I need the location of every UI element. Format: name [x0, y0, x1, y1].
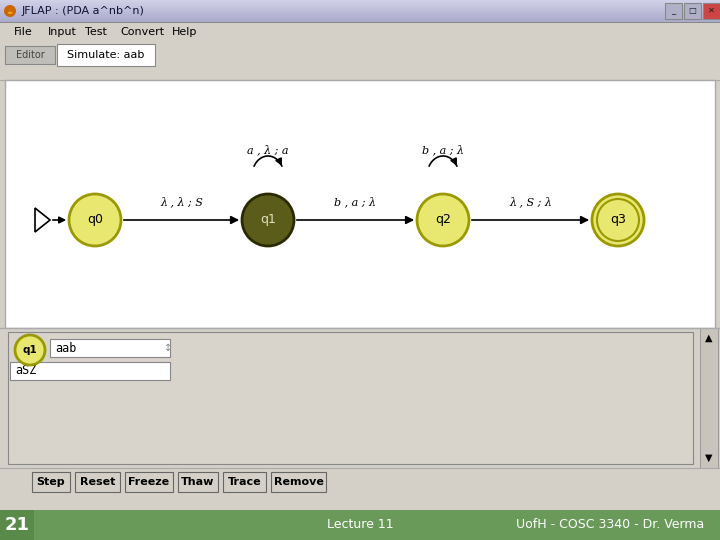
FancyBboxPatch shape [8, 332, 693, 464]
Text: Thaw: Thaw [181, 477, 215, 487]
FancyBboxPatch shape [32, 472, 70, 492]
FancyBboxPatch shape [5, 80, 715, 328]
Text: Remove: Remove [274, 477, 323, 487]
Circle shape [4, 5, 16, 17]
Text: Step: Step [37, 477, 66, 487]
Circle shape [417, 194, 469, 246]
FancyBboxPatch shape [5, 46, 55, 64]
Text: UofH - COSC 3340 - Dr. Verma: UofH - COSC 3340 - Dr. Verma [516, 518, 704, 531]
Text: b , a ; λ: b , a ; λ [335, 197, 377, 207]
FancyBboxPatch shape [665, 3, 682, 18]
Text: □: □ [688, 6, 696, 15]
Text: ↕: ↕ [164, 343, 172, 353]
Text: λ , S ; λ: λ , S ; λ [509, 197, 552, 207]
Text: Simulate: aab: Simulate: aab [67, 50, 145, 60]
FancyBboxPatch shape [0, 16, 720, 17]
FancyBboxPatch shape [75, 472, 120, 492]
FancyBboxPatch shape [0, 19, 720, 20]
FancyBboxPatch shape [0, 11, 720, 12]
FancyBboxPatch shape [0, 12, 720, 13]
FancyBboxPatch shape [0, 22, 720, 23]
FancyBboxPatch shape [0, 6, 720, 8]
FancyBboxPatch shape [271, 472, 326, 492]
Circle shape [69, 194, 121, 246]
Text: aab: aab [55, 341, 76, 354]
FancyBboxPatch shape [0, 510, 720, 540]
Text: aSZ: aSZ [15, 364, 37, 377]
FancyBboxPatch shape [0, 21, 720, 22]
FancyBboxPatch shape [0, 18, 720, 19]
Text: q1: q1 [260, 213, 276, 226]
Text: ☕: ☕ [7, 9, 13, 15]
Text: q1: q1 [22, 345, 37, 355]
FancyBboxPatch shape [683, 3, 701, 18]
Text: Test: Test [85, 27, 107, 37]
Text: Freeze: Freeze [128, 477, 170, 487]
FancyBboxPatch shape [700, 328, 718, 468]
FancyBboxPatch shape [0, 1, 720, 2]
FancyBboxPatch shape [0, 5, 720, 6]
FancyBboxPatch shape [0, 13, 720, 14]
FancyBboxPatch shape [0, 17, 720, 18]
FancyBboxPatch shape [0, 20, 720, 21]
FancyBboxPatch shape [0, 41, 720, 81]
FancyBboxPatch shape [125, 472, 173, 492]
Text: Convert: Convert [120, 27, 164, 37]
Text: Trace: Trace [228, 477, 261, 487]
Text: Input: Input [48, 27, 77, 37]
FancyBboxPatch shape [178, 472, 218, 492]
FancyBboxPatch shape [0, 10, 720, 11]
Text: Reset: Reset [80, 477, 115, 487]
FancyBboxPatch shape [0, 9, 720, 10]
FancyBboxPatch shape [0, 4, 720, 5]
Text: q2: q2 [435, 213, 451, 226]
Text: q0: q0 [87, 213, 103, 226]
Text: ▼: ▼ [706, 453, 713, 463]
Text: ✕: ✕ [708, 6, 714, 15]
Text: λ , λ ; S: λ , λ ; S [160, 197, 203, 207]
FancyBboxPatch shape [0, 23, 720, 41]
Text: Lecture 11: Lecture 11 [327, 518, 393, 531]
Circle shape [592, 194, 644, 246]
Text: JFLAP : (PDA a^nb^n): JFLAP : (PDA a^nb^n) [22, 6, 145, 16]
Circle shape [15, 335, 45, 365]
FancyBboxPatch shape [223, 472, 266, 492]
Text: File: File [14, 27, 32, 37]
Text: q3: q3 [610, 213, 626, 226]
Text: 21: 21 [4, 516, 30, 534]
FancyBboxPatch shape [703, 3, 719, 18]
FancyBboxPatch shape [0, 3, 720, 4]
Text: a , λ ; a: a , λ ; a [247, 145, 289, 156]
FancyBboxPatch shape [0, 8, 720, 9]
FancyBboxPatch shape [0, 14, 720, 16]
FancyBboxPatch shape [50, 339, 170, 357]
FancyBboxPatch shape [10, 362, 170, 380]
FancyBboxPatch shape [0, 328, 720, 468]
FancyBboxPatch shape [0, 0, 720, 1]
FancyBboxPatch shape [0, 2, 720, 3]
Text: Editor: Editor [16, 50, 45, 60]
Text: b , a ; λ: b , a ; λ [422, 145, 464, 156]
Text: ▲: ▲ [706, 333, 713, 343]
Text: Help: Help [172, 27, 197, 37]
FancyBboxPatch shape [0, 510, 34, 540]
FancyBboxPatch shape [57, 44, 155, 66]
Text: _: _ [671, 6, 675, 15]
Circle shape [242, 194, 294, 246]
